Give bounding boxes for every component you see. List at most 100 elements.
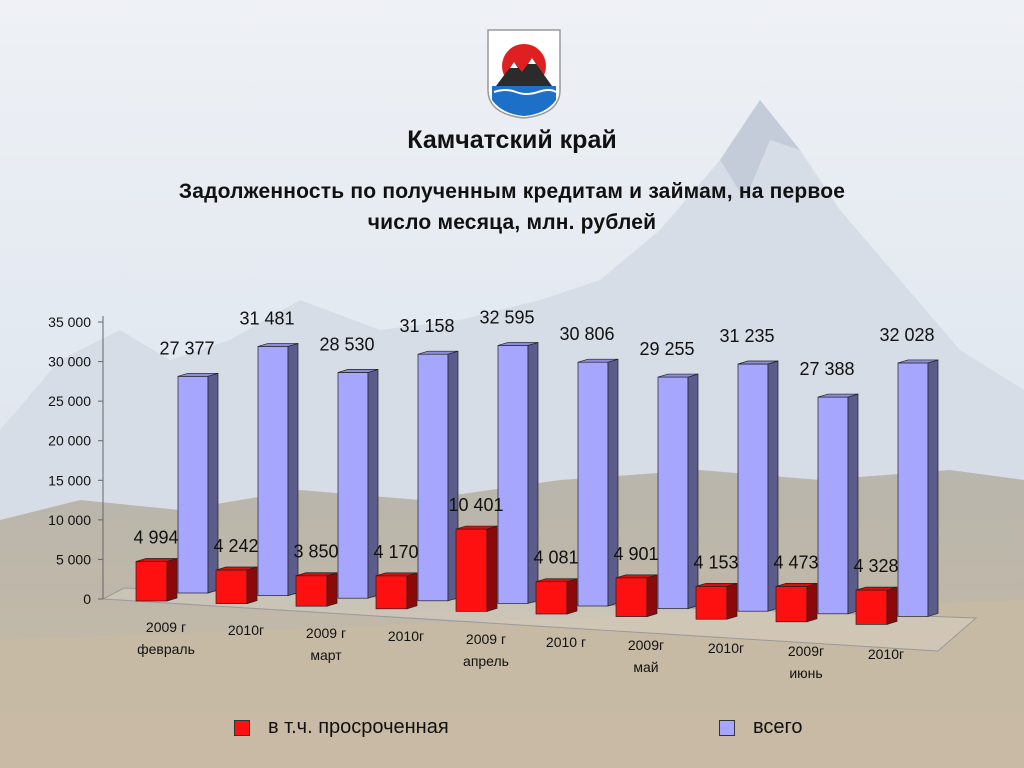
x-tick-label: февраль (137, 641, 195, 657)
chart-title: Задолженность по полученным кредитам и з… (0, 176, 1024, 238)
bar-overdue-front (215, 569, 248, 604)
bar-overdue (695, 582, 738, 620)
bar-overdue (295, 572, 338, 607)
data-label-total: 31 158 (399, 316, 454, 336)
bar-total-top (497, 342, 539, 346)
y-tick-label: 35 000 (48, 314, 91, 330)
bar-overdue (775, 582, 818, 623)
data-label-overdue: 4 081 (533, 548, 578, 568)
kamchatka-emblem (487, 29, 561, 119)
x-tick-label: 2010г (708, 640, 744, 656)
data-label-overdue: 4 901 (613, 544, 658, 564)
bar-total-front (577, 361, 609, 607)
bar-overdue-side (646, 574, 658, 618)
bar-overdue-side (406, 572, 418, 610)
bar-total-side (927, 359, 939, 617)
bar-overdue-top (535, 578, 578, 583)
bar-total-side (847, 393, 859, 615)
bar-total-front (657, 376, 689, 609)
bar-total (337, 368, 379, 599)
bar-total-front (177, 375, 209, 594)
bar-total (497, 341, 539, 604)
data-label-total: 30 806 (559, 324, 614, 344)
data-label-total: 32 595 (479, 307, 534, 327)
bar-total-front (497, 345, 529, 604)
x-tick-label: 2010г (388, 628, 424, 644)
x-tick-label: апрель (463, 653, 509, 669)
bar-total (417, 350, 459, 602)
data-label-total: 28 530 (319, 334, 374, 354)
bar-total-top (577, 358, 619, 363)
y-axis: 0 5 000 10 000 15 000 20 000 25 000 30 000 35 0… (48, 314, 104, 607)
data-label-total: 27 388 (799, 359, 854, 379)
bar-overdue-side (326, 572, 338, 607)
data-label-total: 31 481 (239, 308, 294, 328)
legend-label-overdue: в т.ч. просроченная (268, 716, 449, 738)
bar-overdue-top (135, 558, 178, 562)
bar-total (657, 373, 699, 610)
bar-overdue-top (455, 525, 498, 530)
bar-total-side (767, 360, 779, 612)
bar-overdue-side (806, 582, 818, 623)
bar-total-top (257, 343, 299, 347)
data-label-overdue: 4 994 (133, 527, 178, 547)
bar-total-front (817, 396, 849, 615)
legend-swatch-total (719, 719, 735, 736)
bar-total-top (657, 373, 699, 378)
y-tick-label: 25 000 (48, 393, 91, 409)
data-label-total: 32 028 (879, 325, 934, 345)
bar-total (577, 358, 619, 607)
bar-overdue-front (615, 577, 648, 617)
bar-overdue-top (615, 574, 658, 579)
bar-total (177, 372, 219, 594)
bar-total-side (607, 358, 619, 607)
data-labels: 27 377 4 994 31 481 4 242 28 530 3 850 31 158 4… (133, 307, 934, 576)
data-label-overdue: 4 328 (853, 556, 898, 576)
region-title: Камчатский край (407, 126, 617, 154)
data-label-total: 27 377 (159, 338, 214, 358)
bar-overdue-top (855, 586, 898, 591)
bar-overdue-side (486, 525, 498, 612)
bar-overdue-top (295, 572, 338, 577)
x-tick-label: 2009г (628, 637, 664, 653)
data-label-total: 29 255 (639, 339, 694, 359)
bar-total (897, 359, 939, 617)
data-label-overdue: 4 153 (693, 552, 738, 572)
bar-overdue-front (535, 581, 568, 615)
bar-total-front (737, 363, 769, 612)
bar-total-top (417, 350, 459, 355)
y-tick-label: 5 000 (56, 551, 91, 567)
bar-overdue-side (246, 566, 258, 605)
bar-total-side (687, 373, 699, 610)
bar-total-side (207, 372, 219, 594)
x-tick-label: июнь (789, 665, 822, 681)
bar-overdue (455, 525, 498, 612)
bar-overdue (215, 566, 258, 605)
bar-overdue-side (886, 586, 898, 625)
data-label-overdue: 4 473 (773, 552, 818, 572)
legend-item-total: всего (719, 716, 803, 739)
y-tick-label: 0 (83, 591, 91, 607)
chart-title-line-2: число месяца, млн. рублей (367, 211, 657, 234)
x-tick-label: март (310, 647, 342, 663)
bar-total-top (817, 393, 859, 398)
bar-overdue-front (135, 561, 168, 602)
bar-total (737, 360, 779, 612)
y-tick-label: 10 000 (48, 512, 91, 528)
bar-overdue (855, 586, 898, 625)
data-label-total: 31 235 (719, 326, 774, 346)
bars (135, 341, 939, 625)
y-tick-label: 15 000 (48, 472, 91, 488)
x-tick-label: 2009 г (146, 619, 186, 635)
bar-overdue (535, 578, 578, 615)
bar-overdue-front (295, 575, 328, 607)
bar-total (257, 342, 299, 597)
legend-item-overdue: в т.ч. просроченная (234, 716, 449, 739)
data-label-overdue: 4 242 (213, 536, 258, 556)
chart-title-line-1: Задолженность по полученным кредитам и з… (178, 180, 846, 203)
bar-total-side (367, 368, 379, 599)
data-label-overdue: 4 170 (373, 542, 418, 562)
bar-overdue-front (455, 528, 488, 612)
bar-overdue (135, 558, 178, 602)
